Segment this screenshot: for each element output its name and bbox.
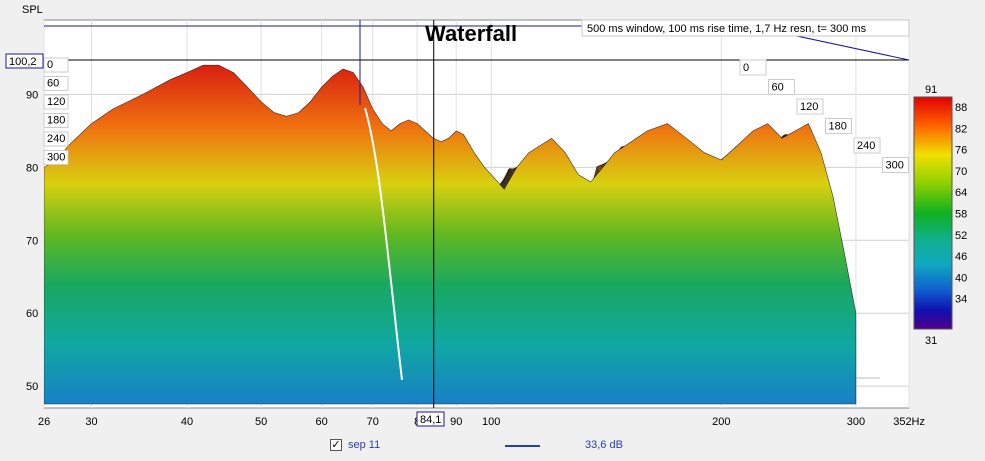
time-tick-box-right — [882, 157, 909, 173]
chart-info: 500 ms window, 100 ms rise time, 1,7 Hz … — [587, 23, 867, 35]
colorbar-tick-label: 76 — [955, 145, 967, 157]
chart-title: Waterfall — [425, 21, 517, 46]
x-tick-label: 60 — [315, 416, 327, 428]
colorbar — [913, 96, 953, 330]
y-tick-label: 90 — [26, 89, 38, 101]
x-tick-label: 352Hz — [893, 416, 925, 428]
x-axis-ticks: 263040506070890100200300352Hz — [38, 416, 925, 428]
legend-value: 33,6 dB — [585, 439, 623, 451]
y-tick-label: 50 — [26, 381, 38, 393]
x-cursor-readout-box — [416, 411, 445, 427]
time-tick-label-right: 0 — [743, 62, 749, 74]
time-tick-label-right: 120 — [800, 101, 818, 113]
legend-series-name[interactable]: sep 11 — [348, 439, 381, 451]
colorbar-tick-label: 40 — [955, 272, 967, 284]
time-tick-label-left: 120 — [47, 96, 65, 108]
colorbar-top-label: 91 — [925, 84, 937, 96]
x-tick-label: 90 — [450, 416, 462, 428]
time-tick-box-left — [43, 94, 69, 110]
time-tick-box-right — [796, 98, 824, 115]
y-tick-label: 70 — [26, 235, 38, 247]
time-tick-box-left — [43, 150, 69, 165]
x-tick-label: 40 — [181, 416, 193, 428]
time-tick-box-right — [768, 79, 795, 95]
x-tick-label: 100 — [482, 416, 500, 428]
time-tick-box-left — [43, 131, 69, 147]
legend-line-swatch — [505, 445, 540, 447]
x-tick-label: 50 — [255, 416, 267, 428]
y-tick-label: 80 — [26, 162, 38, 174]
colorbar-tick-label: 88 — [955, 102, 967, 114]
y-cursor-readout-box — [5, 53, 44, 69]
time-tick-box-left — [43, 57, 69, 73]
series-checkbox[interactable]: ✓ — [330, 439, 342, 451]
time-axis-ticks: 0 60 120 180 240 300 0 60 120 180 240 300 — [43, 57, 909, 173]
colorbar-tick-label: 34 — [955, 294, 967, 306]
y-axis-ticks: 50 60 70 80 90 — [26, 89, 38, 393]
colorbar-tick-label: 58 — [955, 209, 967, 221]
colorbar-tick-label: 46 — [955, 251, 967, 263]
y-cursor-readout: 100,2 — [9, 56, 37, 68]
x-tick-label: 300 — [847, 416, 865, 428]
time-tick-label-left: 180 — [47, 115, 65, 127]
x-tick-label: 200 — [712, 416, 730, 428]
time-tick-box-left — [43, 113, 69, 128]
time-tick-label-left: 0 — [47, 59, 53, 71]
info-box — [581, 19, 910, 37]
time-tick-box-right — [825, 118, 852, 134]
time-tick-label-left: 240 — [47, 133, 65, 145]
colorbar-bottom-label: 31 — [925, 335, 937, 347]
time-tick-label-left: 60 — [47, 78, 59, 90]
time-tick-label-right: 300 — [886, 160, 904, 172]
waterfall-slice — [44, 64, 857, 405]
time-tick-box-right — [739, 59, 767, 76]
time-tick-box-right — [853, 137, 881, 154]
x-tick-label: 70 — [367, 416, 379, 428]
time-tick-box-left — [43, 76, 69, 91]
ridge-highlight — [364, 107, 403, 381]
time-tick-label-right: 180 — [829, 121, 847, 133]
y-tick-label: 60 — [26, 308, 38, 320]
colorbar-labels: 88 82 76 70 64 58 52 46 40 34 — [955, 102, 967, 306]
x-tick-label: 26 — [38, 416, 50, 428]
legend: ✓ sep 11 33,6 dB — [330, 438, 750, 456]
colorbar-tick-label: 70 — [955, 166, 967, 178]
colorbar-tick-label: 52 — [955, 230, 967, 242]
x-cursor-readout: 84,1 — [420, 414, 441, 426]
x-tick-label: 30 — [85, 416, 97, 428]
time-tick-label-right: 60 — [772, 82, 784, 94]
y-axis-label: SPL — [22, 4, 43, 16]
colorbar-tick-label: 82 — [955, 123, 967, 135]
time-tick-label-left: 300 — [47, 152, 65, 164]
time-tick-label-right: 240 — [857, 140, 875, 152]
colorbar-tick-label: 64 — [955, 187, 967, 199]
waterfall-surface — [44, 64, 857, 405]
